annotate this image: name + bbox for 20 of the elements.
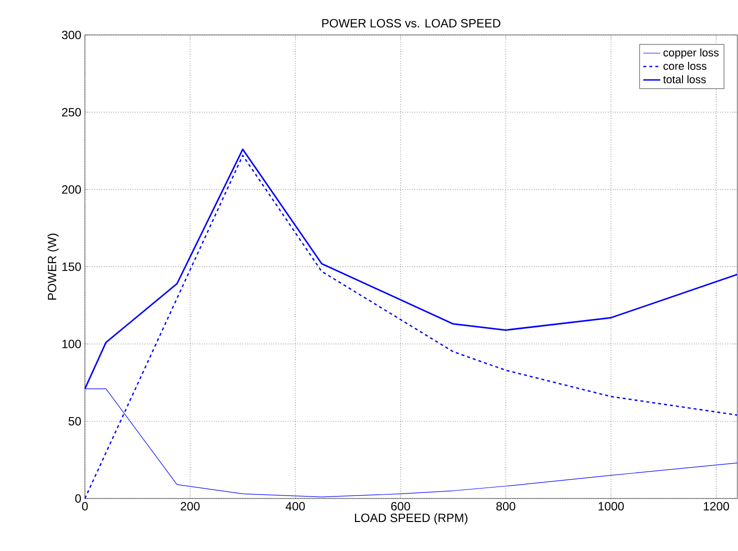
y-tick-label: 250 (62, 108, 81, 116)
x-tick-label: 1000 (598, 502, 624, 510)
chart-title: POWER LOSS vs. LOAD SPEED (322, 18, 500, 28)
legend-label: core loss (664, 62, 706, 70)
x-tick-label: 800 (496, 502, 516, 510)
x-tick-label: 600 (391, 502, 410, 510)
x-axis-title: LOAD SPEED (RPM) (355, 513, 468, 524)
y-tick-label: 300 (62, 30, 81, 39)
legend-label: copper loss (664, 48, 719, 58)
y-axis-title: POWER (W) (48, 233, 59, 300)
y-tick-label: 200 (62, 185, 81, 194)
x-tick-label: 400 (286, 502, 305, 510)
x-tick-label: 1200 (704, 502, 730, 510)
legend-label: total loss (663, 75, 706, 84)
y-tick-label: 50 (68, 416, 81, 426)
y-tick-label: 100 (62, 340, 81, 348)
x-tick-label: 0 (82, 502, 88, 510)
y-tick-label: 0 (75, 494, 81, 502)
y-tick-label: 150 (62, 262, 81, 271)
x-tick-label: 200 (180, 502, 200, 510)
